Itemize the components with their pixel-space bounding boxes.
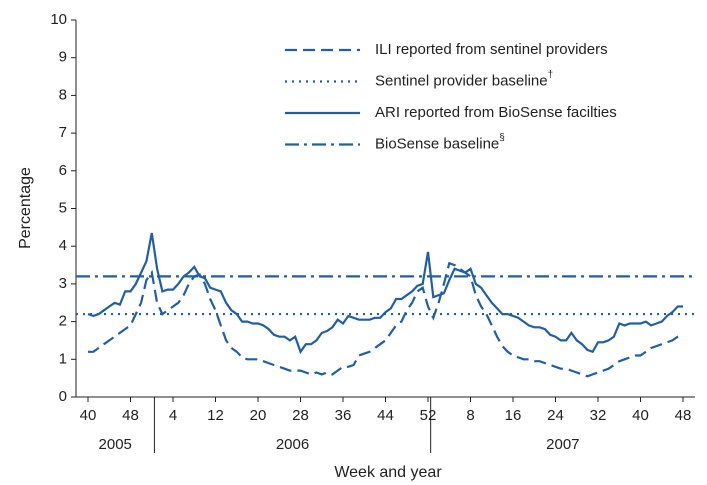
y-axis-title: Percentage <box>17 167 34 249</box>
x-tick-label: 28 <box>292 407 309 424</box>
y-tick-label: 4 <box>59 237 67 254</box>
x-tick-label: 20 <box>250 407 267 424</box>
y-tick-label: 8 <box>59 86 67 103</box>
legend-note: † <box>548 69 554 80</box>
year-label: 2005 <box>99 436 132 453</box>
x-tick-label: 4 <box>169 407 177 424</box>
y-tick-label: 6 <box>59 162 67 179</box>
legend-label: Sentinel provider baseline† <box>375 69 553 89</box>
legend-label: ARI reported from BioSense facilties <box>375 104 617 121</box>
x-tick-label: 16 <box>505 407 522 424</box>
legend-text: ILI reported from sentinel providers <box>375 41 608 58</box>
x-tick-label: 44 <box>377 407 394 424</box>
legend-text: Sentinel provider baseline <box>375 72 548 89</box>
y-tick-label: 10 <box>50 11 67 28</box>
legend-text: BioSense baseline <box>375 135 499 152</box>
y-tick-label: 0 <box>59 388 67 405</box>
x-tick-label: 8 <box>466 407 474 424</box>
y-tick-label: 5 <box>59 199 67 216</box>
x-tick-label: 32 <box>590 407 607 424</box>
legend-label: ILI reported from sentinel providers <box>375 41 608 58</box>
series-line <box>87 232 683 355</box>
x-tick-label: 40 <box>80 407 97 424</box>
x-tick-label: 52 <box>420 407 437 424</box>
x-axis-title: Week and year <box>334 464 442 481</box>
y-tick-label: 3 <box>59 275 67 292</box>
y-tick-label: 9 <box>59 49 67 66</box>
y-tick-label: 7 <box>59 124 67 141</box>
series-line <box>88 261 684 378</box>
x-tick-label: 40 <box>632 407 649 424</box>
legend-label: BioSense baseline§ <box>375 132 505 152</box>
x-tick-label: 48 <box>675 407 692 424</box>
x-tick-label: 12 <box>207 407 224 424</box>
x-tick-label: 24 <box>547 407 564 424</box>
x-tick-label: 48 <box>122 407 139 424</box>
y-tick-label: 1 <box>59 350 67 367</box>
x-tick-label: 36 <box>335 407 352 424</box>
legend-note: § <box>499 132 505 143</box>
year-label: 2007 <box>546 436 579 453</box>
legend-text: ARI reported from BioSense facilties <box>375 104 617 121</box>
y-tick-label: 2 <box>59 313 67 330</box>
year-label: 2006 <box>276 436 309 453</box>
